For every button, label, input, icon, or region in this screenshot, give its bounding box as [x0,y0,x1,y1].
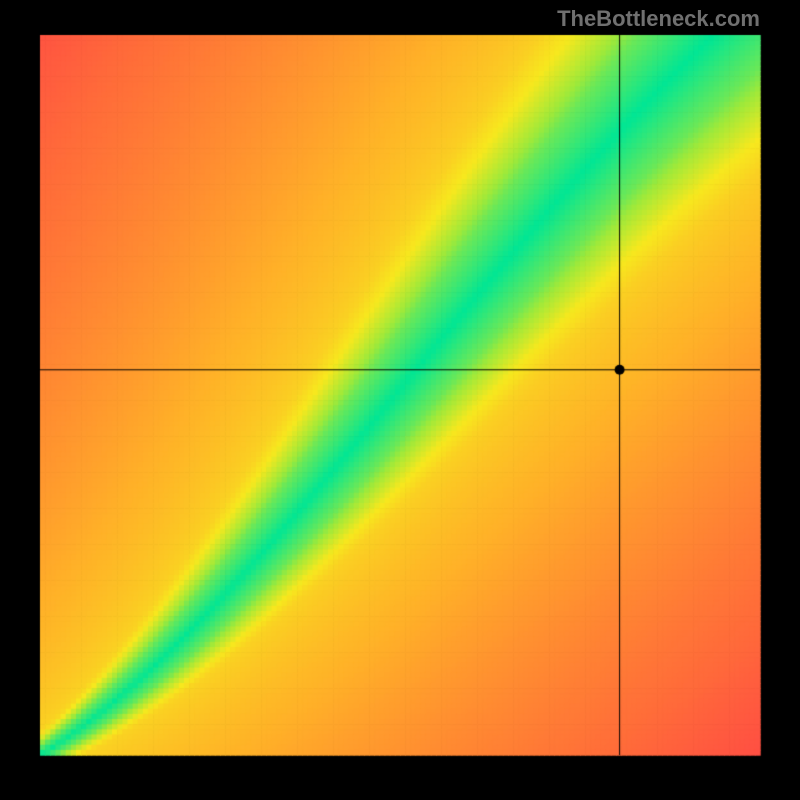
watermark-text: TheBottleneck.com [557,6,760,32]
bottleneck-heatmap [0,0,800,800]
chart-container: TheBottleneck.com [0,0,800,800]
